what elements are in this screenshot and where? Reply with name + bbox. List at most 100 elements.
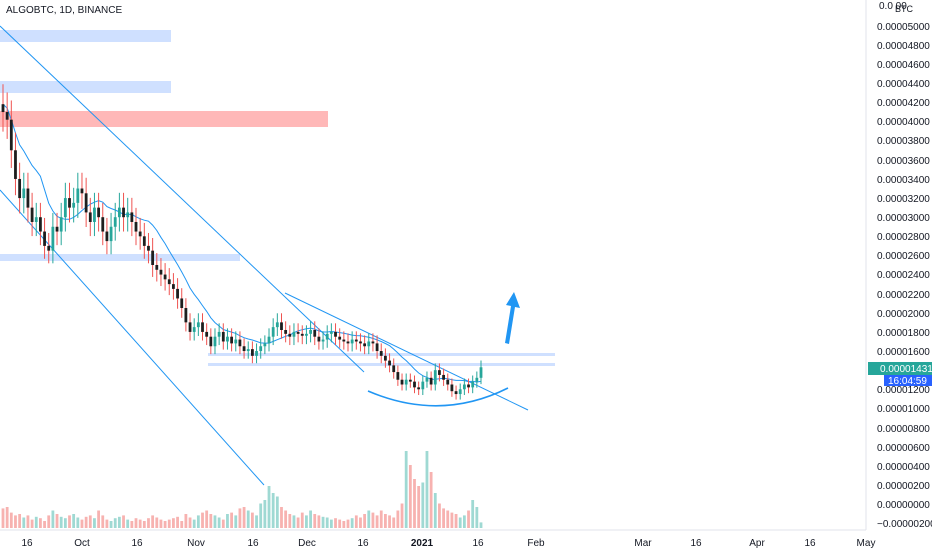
candle <box>97 207 100 218</box>
time-tick-label: Nov <box>187 538 205 549</box>
volume-bar <box>458 517 462 528</box>
resistance-zone-current-lower[interactable] <box>208 363 555 366</box>
price-tick-label: 0.00001800 <box>877 328 930 339</box>
volume-bar <box>271 493 275 528</box>
bullish-arrow[interactable] <box>505 292 520 344</box>
candle <box>267 336 271 344</box>
price-tick-label: 0.00003200 <box>877 194 930 205</box>
candle <box>22 188 26 199</box>
price-tick-label: 0.00001000 <box>877 404 930 415</box>
candle <box>147 245 150 251</box>
volume-bar <box>55 514 59 528</box>
candle-layer <box>1 84 483 400</box>
price-tick-label: 0.00002600 <box>877 251 930 262</box>
candle <box>305 333 308 336</box>
time-tick-label: 2021 <box>411 538 434 549</box>
price-tick-label: 0.00000600 <box>877 443 930 454</box>
downtrend-line[interactable] <box>284 292 529 411</box>
candle <box>467 384 470 388</box>
candle <box>359 341 362 344</box>
volume-bar <box>267 486 271 528</box>
supply-zone[interactable] <box>0 111 328 127</box>
resistance-zone-top[interactable] <box>0 30 171 42</box>
volume-bar <box>321 516 325 528</box>
candle <box>188 322 192 332</box>
volume-bar <box>184 514 188 528</box>
time-tick-label: Feb <box>527 538 545 549</box>
volume-bar <box>479 522 483 528</box>
volume-bar <box>1 508 5 528</box>
candle <box>450 384 454 392</box>
volume-bar <box>238 508 242 528</box>
volume-bar <box>172 518 175 528</box>
price-tick-label: −0.00000200 <box>877 519 932 530</box>
volume-bar <box>300 512 304 528</box>
candle <box>72 202 76 208</box>
volume-layer <box>1 451 483 528</box>
candle <box>226 336 229 342</box>
volume-bar <box>134 518 138 528</box>
volume-bar <box>325 517 329 528</box>
price-tick-label: 0.00002800 <box>877 232 930 243</box>
volume-bar <box>22 517 26 528</box>
volume-bar <box>288 514 292 528</box>
volume-bar <box>379 510 383 528</box>
volume-bar <box>163 521 167 528</box>
candle <box>55 226 59 232</box>
candle <box>438 370 441 375</box>
candle <box>400 379 404 385</box>
volume-bar <box>284 510 288 528</box>
volume-bar <box>221 519 225 528</box>
candle <box>63 198 67 218</box>
candle <box>159 269 163 275</box>
volume-bar <box>105 519 109 528</box>
support-zone-mid[interactable] <box>0 254 240 261</box>
volume-bar <box>354 515 358 528</box>
price-tick-label: 0.00000200 <box>877 481 930 492</box>
candle <box>217 331 221 337</box>
resistance-zone-2[interactable] <box>0 81 171 93</box>
candle <box>384 355 387 361</box>
volume-bar <box>14 515 17 528</box>
candle <box>300 333 304 336</box>
volume-bar <box>446 510 450 528</box>
volume-bar <box>429 472 433 528</box>
volume-bar <box>359 517 362 528</box>
volume-bar <box>72 514 76 528</box>
candle <box>367 341 371 347</box>
volume-bar <box>467 510 470 528</box>
candle <box>454 391 458 395</box>
candle <box>354 339 358 342</box>
volume-bar <box>76 517 80 528</box>
rounded-bottom-curve[interactable] <box>367 387 509 407</box>
candle <box>113 217 117 227</box>
volume-bar <box>242 507 246 528</box>
price-tick-label: 0.00001600 <box>877 347 930 358</box>
volume-bar <box>442 508 445 528</box>
candle <box>167 279 171 285</box>
candle <box>259 346 263 352</box>
channel-upper-line[interactable] <box>0 25 365 373</box>
time-tick-label: Apr <box>749 538 765 549</box>
candle <box>122 207 125 218</box>
candle <box>93 207 96 222</box>
candle <box>334 331 337 337</box>
volume-bar <box>97 510 100 528</box>
candle <box>471 381 475 388</box>
candle <box>263 343 267 347</box>
volume-bar <box>454 514 458 528</box>
volume-bar <box>43 521 46 528</box>
volume-bar <box>388 515 391 528</box>
candle <box>313 330 317 337</box>
time-axis[interactable]: 16 Oct 16 Nov 16 Dec 16 2021 16 Feb Mar 16 Apr 16 May <box>21 538 875 549</box>
volume-bar <box>250 512 254 528</box>
price-axis[interactable]: 0.00005000 0.00004800 0.00004600 0.00004400… <box>877 22 932 530</box>
volume-bar <box>413 479 416 528</box>
volume-bar <box>305 515 308 528</box>
candle <box>5 112 9 120</box>
candle <box>26 188 30 208</box>
candle <box>59 217 63 232</box>
time-tick-label: Oct <box>74 538 90 549</box>
price-tick-label: 0.00000400 <box>877 462 930 473</box>
